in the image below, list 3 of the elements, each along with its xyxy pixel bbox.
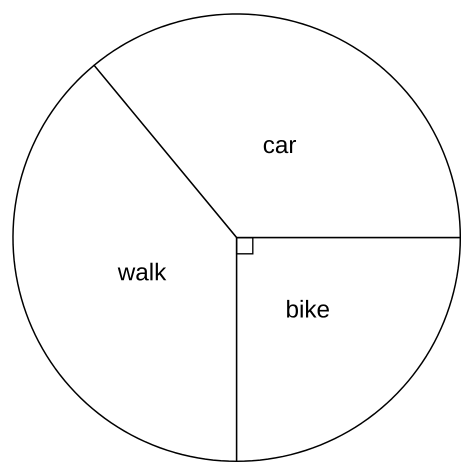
- slice-label: car: [264, 140, 296, 154]
- slice-label: walk: [118, 262, 166, 281]
- slice-label: bike: [286, 300, 329, 318]
